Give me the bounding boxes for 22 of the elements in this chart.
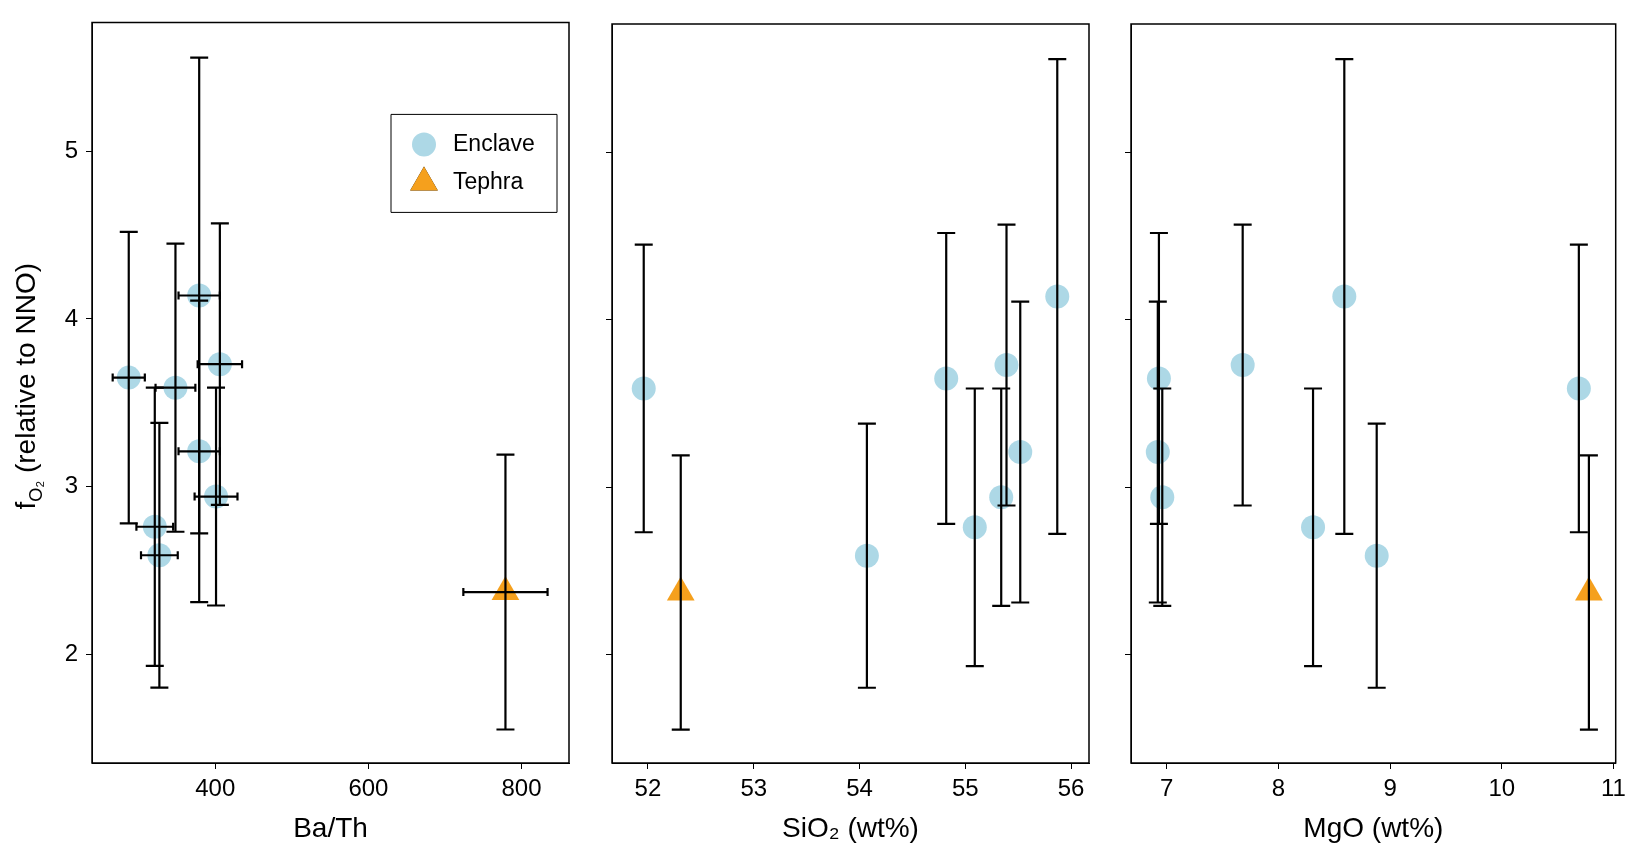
- x-axis-title: Ba/Th: [293, 811, 368, 843]
- x-tick-label: 54: [846, 774, 873, 802]
- y-tick-label: 2: [64, 638, 78, 666]
- x-axis-title: MgO (wt%): [1303, 811, 1444, 843]
- x-tick-label: 10: [1488, 774, 1516, 802]
- x-tick-label: 600: [348, 774, 389, 802]
- x-tick-label: 56: [1057, 774, 1085, 802]
- x-tick-label: 9: [1383, 774, 1397, 802]
- x-tick-label: 55: [951, 774, 979, 802]
- x-tick-label: 52: [634, 774, 662, 802]
- x-tick-label: 8: [1271, 774, 1286, 802]
- x-axis-title: SiO₂ (wt%): [782, 811, 919, 843]
- legend-label: Tephra: [453, 167, 524, 194]
- x-tick-label: 400: [195, 774, 236, 802]
- x-tick-label: 7: [1160, 774, 1174, 802]
- x-tick-label: 11: [1601, 774, 1626, 802]
- y-tick-label: 3: [64, 471, 78, 499]
- x-tick-label: 800: [501, 774, 542, 802]
- x-tick-label: 53: [740, 774, 768, 802]
- y-tick-label: 5: [64, 136, 78, 164]
- legend-label: Enclave: [453, 129, 535, 156]
- y-tick-label: 4: [64, 303, 78, 331]
